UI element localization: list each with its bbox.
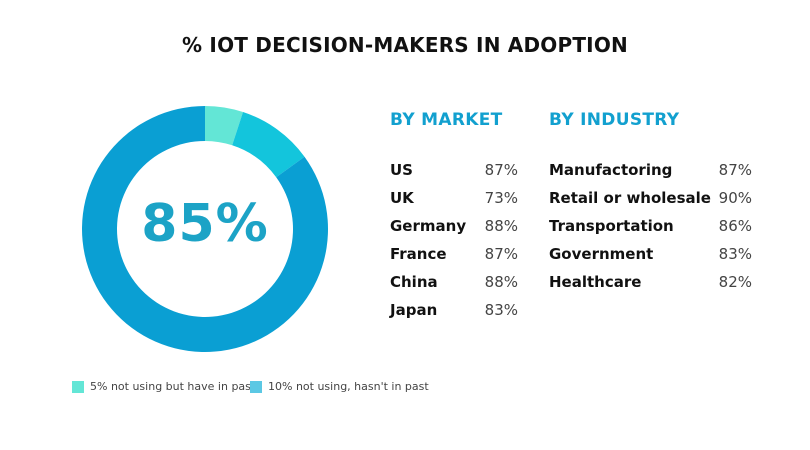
industry-name: Healthcare	[549, 273, 642, 291]
industry-pct: 87%	[718, 161, 752, 179]
industry-name: Transportation	[549, 217, 674, 235]
by-market-header: BY MARKET	[390, 110, 503, 130]
industry-pct: 86%	[718, 217, 752, 235]
chart-title: % IOT DECISION-MAKERS IN ADOPTION	[182, 33, 628, 57]
market-pct: 88%	[484, 217, 518, 235]
market-row: Germany 88%	[390, 214, 518, 242]
market-name: Japan	[390, 301, 438, 319]
donut-slice-1	[232, 112, 305, 178]
industry-pct: 82%	[718, 273, 752, 291]
market-pct: 88%	[484, 273, 518, 291]
industry-name: Retail or wholesale	[549, 189, 711, 207]
market-row: France 87%	[390, 242, 518, 270]
industry-row: Retail or wholesale 90%	[549, 186, 752, 214]
market-name: China	[390, 273, 438, 291]
market-name: US	[390, 161, 413, 179]
by-market-table: BY MARKET US 87% UK 73% Germany 88% France 8…	[390, 110, 518, 326]
legend-swatch	[72, 381, 84, 393]
market-pct: 87%	[484, 161, 518, 179]
market-name: UK	[390, 189, 414, 207]
by-industry-header: BY INDUSTRY	[549, 110, 680, 130]
center-percentage: 85%	[141, 194, 269, 254]
industry-row: Manufactoring 87%	[549, 158, 752, 186]
market-pct: 87%	[484, 245, 518, 263]
market-row: China 88%	[390, 270, 518, 298]
industry-name: Government	[549, 245, 654, 263]
legend-label: 5% not using but have in past	[90, 380, 256, 393]
donut-chart	[81, 106, 329, 352]
market-name: France	[390, 245, 447, 263]
market-name: Germany	[390, 217, 467, 235]
industry-row: Healthcare 82%	[549, 270, 752, 298]
industry-name: Manufactoring	[549, 161, 673, 179]
legend-label: 10% not using, hasn't in past	[268, 380, 429, 393]
market-pct: 73%	[484, 189, 518, 207]
industry-pct: 90%	[718, 189, 752, 207]
market-row: Japan 83%	[390, 298, 518, 326]
industry-pct: 83%	[718, 245, 752, 263]
market-pct: 83%	[484, 301, 518, 319]
donut-slice-0	[205, 106, 244, 146]
by-industry-table: BY INDUSTRY Manufactoring 87% Retail or w…	[549, 110, 752, 298]
market-row: UK 73%	[390, 186, 518, 214]
market-row: US 87%	[390, 158, 518, 186]
industry-row: Transportation 86%	[549, 214, 752, 242]
legend-swatch	[250, 381, 262, 393]
industry-row: Government 83%	[549, 242, 752, 270]
